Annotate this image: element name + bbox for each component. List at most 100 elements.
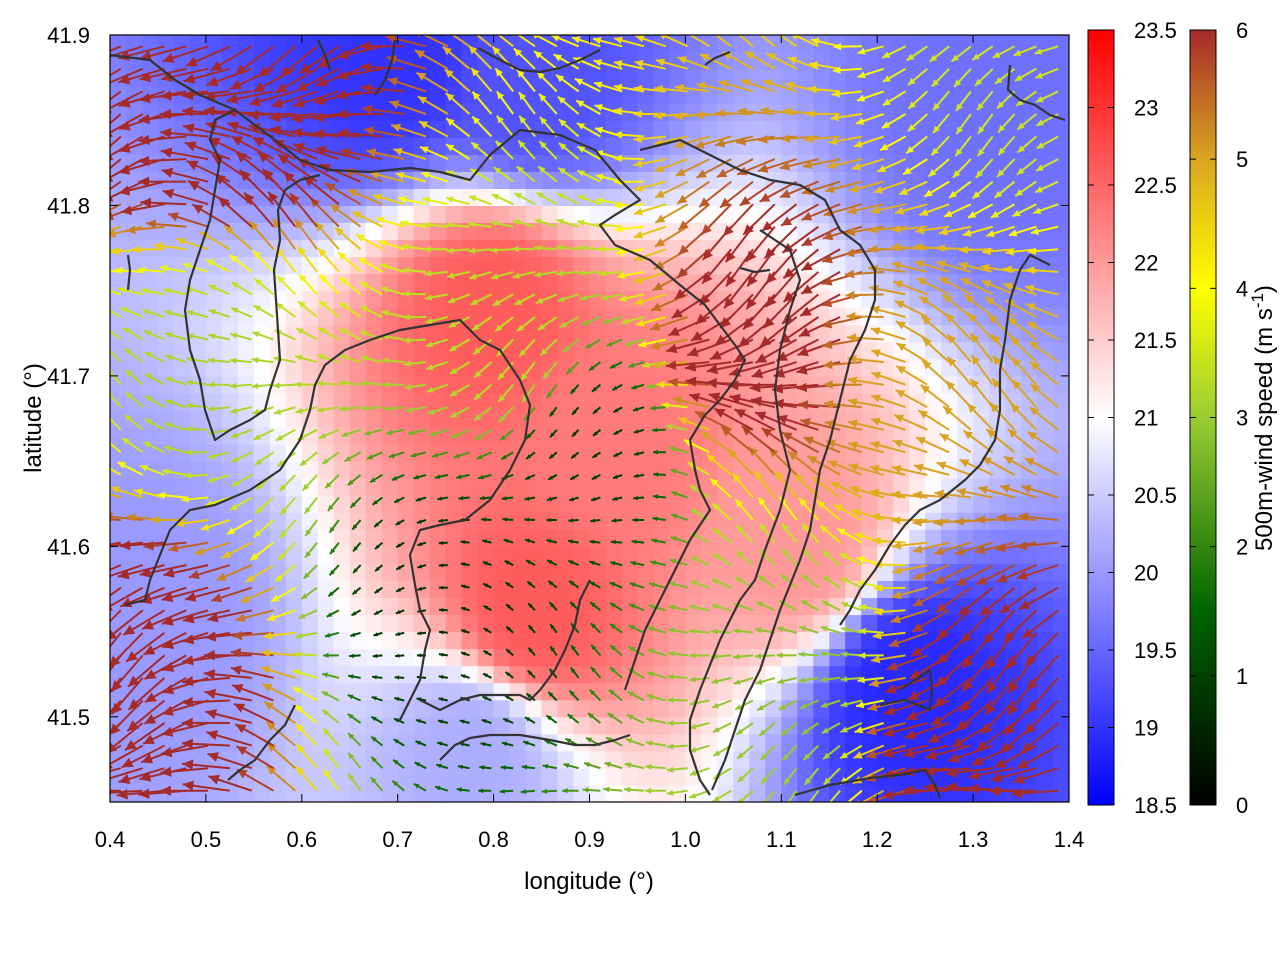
- heat-cell: [1053, 580, 1069, 598]
- heat-cell: [285, 682, 303, 701]
- heat-cell: [669, 495, 686, 513]
- heat-cell: [861, 358, 878, 377]
- heat-cell: [397, 495, 415, 513]
- heat-cell: [333, 631, 351, 650]
- heat-cell: [461, 580, 479, 598]
- heat-cell: [317, 324, 335, 343]
- heat-cell: [845, 733, 862, 752]
- heat-cell: [1053, 546, 1069, 564]
- heat-cell: [461, 392, 479, 411]
- heat-cell: [445, 188, 463, 206]
- heat-cell: [557, 512, 575, 530]
- heat-cell: [461, 290, 479, 309]
- heat-cell: [541, 256, 559, 275]
- heat-cell: [269, 35, 287, 53]
- heat-cell: [110, 512, 127, 530]
- heat-cell: [461, 750, 479, 769]
- heat-cell: [269, 512, 287, 530]
- heat-cell: [989, 290, 1006, 309]
- heat-cell: [477, 120, 495, 138]
- heat-cell: [110, 495, 127, 513]
- heat-cell: [429, 682, 447, 701]
- heat-cell: [765, 597, 782, 616]
- heat-cell: [142, 120, 159, 138]
- heat-cell: [573, 256, 591, 275]
- heat-cell: [365, 307, 383, 326]
- heat-cell: [301, 699, 319, 718]
- heat-cell: [365, 733, 383, 752]
- heat-cell: [733, 154, 750, 172]
- heat-cell: [925, 256, 942, 275]
- heat-cell: [413, 767, 431, 786]
- heat-cell: [493, 648, 511, 667]
- heat-cell: [333, 358, 351, 377]
- heat-cell: [493, 324, 511, 343]
- heat-cell: [285, 563, 303, 581]
- heat-cell: [941, 341, 958, 360]
- heat-cell: [381, 256, 399, 275]
- heat-cell: [701, 120, 718, 138]
- heat-cell: [989, 444, 1006, 462]
- heat-cell: [413, 410, 431, 428]
- heat-cell: [349, 512, 367, 530]
- heat-cell: [749, 529, 766, 547]
- heat-cell: [381, 392, 399, 411]
- heat-cell: [333, 444, 351, 462]
- heat-cell: [797, 222, 814, 241]
- heat-cell: [1053, 512, 1069, 530]
- heat-cell: [797, 648, 814, 667]
- heat-cell: [893, 103, 910, 121]
- heat-cell: [509, 699, 527, 718]
- heat-cell: [445, 733, 463, 752]
- heat-cell: [621, 69, 639, 87]
- heat-cell: [957, 341, 974, 360]
- heat-cell: [429, 205, 447, 223]
- heat-cell: [573, 682, 591, 701]
- heat-cell: [813, 580, 830, 598]
- heat-cell: [142, 699, 159, 718]
- heat-cell: [413, 358, 431, 377]
- heat-cell: [557, 563, 575, 581]
- heat-cell: [1037, 733, 1054, 752]
- heat-cell: [813, 750, 830, 769]
- heat-cell: [349, 495, 367, 513]
- heat-cell: [381, 495, 399, 513]
- heat-cell: [909, 614, 926, 633]
- heat-cell: [317, 614, 335, 633]
- heat-cell: [317, 307, 335, 326]
- heat-cell: [797, 631, 814, 650]
- heat-cell: [477, 444, 495, 462]
- heat-cell: [525, 767, 543, 786]
- heat-cell: [381, 631, 399, 650]
- heat-cell: [861, 120, 878, 138]
- heat-cell: [893, 324, 910, 343]
- heat-cell: [653, 205, 670, 223]
- heat-cell: [733, 733, 750, 752]
- heat-cell: [653, 631, 670, 650]
- heat-cell: [749, 580, 766, 598]
- heat-cell: [893, 375, 910, 394]
- heat-cell: [877, 375, 894, 394]
- heat-cell: [317, 188, 335, 206]
- heat-cell: [893, 35, 910, 53]
- heat-cell: [877, 478, 894, 496]
- heat-cell: [253, 546, 271, 564]
- heat-cell: [717, 682, 734, 701]
- heat-cell: [253, 767, 271, 786]
- heat-cell: [173, 410, 191, 428]
- heat-cell: [317, 546, 335, 564]
- heat-cell: [509, 273, 527, 292]
- heat-cell: [525, 750, 543, 769]
- heat-cell: [493, 239, 511, 258]
- heat-cell: [1053, 785, 1069, 802]
- heat-cell: [941, 137, 958, 155]
- heat-cell: [333, 682, 351, 701]
- heat-cell: [765, 648, 782, 667]
- heat-cell: [653, 785, 670, 802]
- heat-cell: [781, 273, 798, 292]
- heat-cell: [477, 307, 495, 326]
- heat-cell: [653, 171, 670, 189]
- heat-cell: [717, 512, 734, 530]
- heat-cell: [653, 750, 670, 769]
- heat-cell: [429, 324, 447, 343]
